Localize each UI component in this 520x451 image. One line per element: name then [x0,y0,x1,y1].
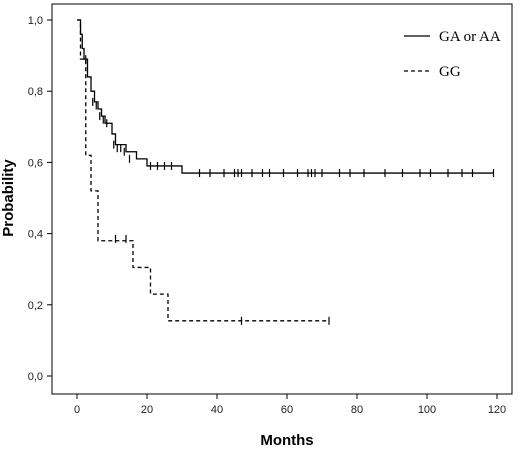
y-axis-title: Probability [0,159,17,237]
x-tick-label: 80 [351,404,363,416]
x-tick-label: 20 [141,404,153,416]
legend-label-2: GG [439,64,461,80]
x-tick-label: 60 [281,404,293,416]
y-tick-label: 1,0 [28,15,43,27]
x-tick-label: 100 [418,404,436,416]
legend-label-1: GA or AA [439,29,501,45]
series-line-1 [77,19,494,174]
series-line-2 [77,19,329,322]
x-tick-label: 40 [211,404,223,416]
x-tick-label: 120 [488,404,506,416]
plot-frame [51,3,513,395]
y-tick-label: 0,6 [28,157,43,169]
y-tick-label: 0,2 [28,300,43,312]
legend: GA or AA GG [404,29,501,80]
y-tick-label: 0,0 [28,371,43,383]
y-tick-label: 0,8 [28,86,43,98]
x-axis-title: Months [260,432,313,449]
x-tick-label: 0 [74,404,80,416]
y-tick-label: 0,4 [28,229,43,241]
